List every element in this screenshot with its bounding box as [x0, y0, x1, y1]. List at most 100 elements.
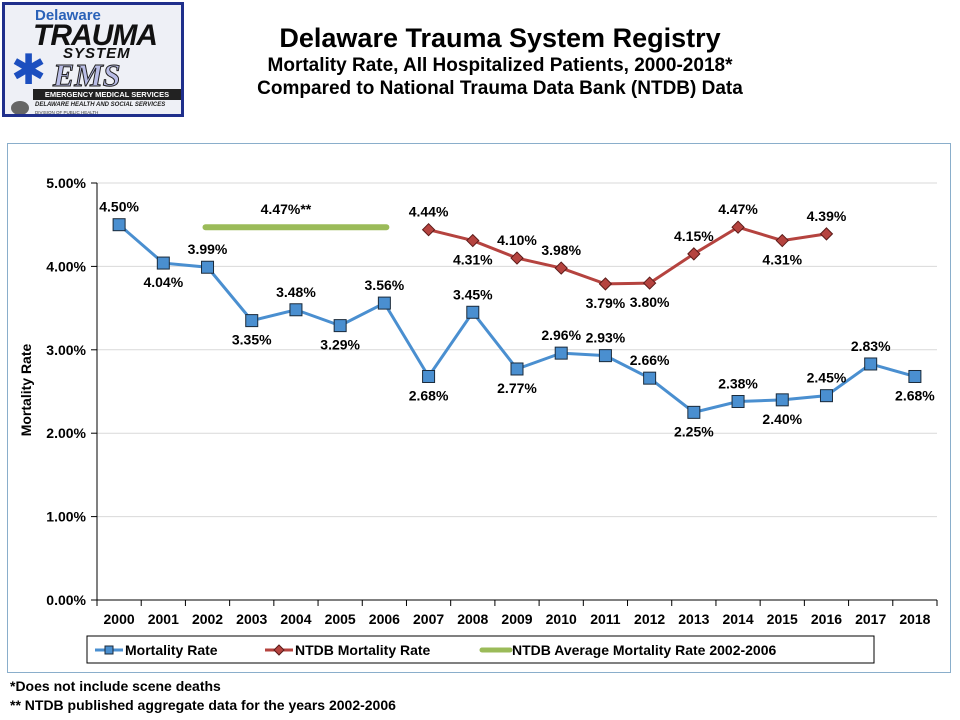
mortality-rate-marker [643, 371, 657, 385]
mortality-rate-marker [554, 346, 568, 360]
mortality-rate-marker [598, 349, 612, 363]
y-tick-label: 2.00% [46, 425, 86, 441]
data-labels: 4.47%** 4.50% 4.04% 3.99% 3.35% 3.48% 3.29% 3.5… [99, 199, 935, 440]
mortality-rate-marker [245, 314, 259, 328]
page-subtitle-2: Compared to National Trauma Data Bank (N… [257, 78, 743, 99]
mortality-rate-data-label: 2.96% [541, 327, 581, 343]
y-tick-label: 4.00% [46, 258, 86, 274]
logo-text-delaware: Delaware [35, 7, 101, 24]
y-tick-label: 3.00% [46, 342, 86, 358]
ntdb-mortality-rate-marker [687, 247, 701, 261]
ntdb-mortality-rate-marker [510, 251, 524, 265]
ntdb-mortality-rate-marker [421, 222, 436, 237]
legend-square-marker-icon [104, 645, 114, 655]
x-tick-label: 2007 [413, 611, 444, 627]
mortality-rate-marker [112, 218, 126, 232]
mortality-rate-data-label: 2.77% [497, 380, 537, 396]
star-of-life-icon: ✱ [11, 46, 47, 93]
x-tick-label: 2011 [590, 611, 621, 627]
ntdb-mortality-rate-data-label: 4.15% [674, 228, 714, 244]
y-tick-label: 5.00% [46, 175, 86, 191]
ntdb-mortality-rate-data-label: 4.31% [762, 252, 802, 268]
mortality-rate-marker [775, 393, 789, 407]
x-tick-label: 2014 [722, 611, 753, 627]
logo-text-ems: EMS [53, 57, 122, 94]
mortality-rate-data-label: 3.48% [276, 284, 316, 300]
legend-ntdb-mortality-rate: NTDB Mortality Rate [265, 642, 431, 658]
logo-text-emergency-medical-services: EMERGENCY MEDICAL SERVICES [33, 89, 181, 100]
ntdb-mortality-rate-data-label: 4.31% [453, 252, 493, 268]
ntdb-mortality-rate-marker [598, 277, 613, 291]
y-tick-labels: 0.00% 1.00% 2.00% 3.00% 4.00% 5.00% [46, 175, 86, 608]
ntdb-mortality-rate-marker [819, 227, 834, 241]
mortality-rate-data-label: 2.93% [586, 330, 626, 346]
ntdb-mortality-rate-data-label: 4.10% [497, 232, 537, 248]
mortality-rate-marker [422, 369, 436, 383]
logo-text-trauma: TRAUMA [33, 19, 158, 52]
chart-frame [7, 143, 951, 673]
logo-text-dhss: DELAWARE HEALTH AND SOCIAL SERVICES [35, 102, 166, 108]
chart-legend: Mortality Rate NTDB Mortality Rate NTDB Av… [86, 635, 875, 664]
legend-label: Mortality Rate [125, 642, 218, 658]
mortality-rate-marker [819, 389, 833, 403]
mortality-rate-data-label: 2.25% [674, 423, 714, 439]
x-tick-label: 2012 [634, 611, 665, 627]
y-tick-label: 1.00% [46, 509, 86, 525]
legend-mortality-rate: Mortality Rate [95, 642, 218, 658]
x-tick-label: 2002 [192, 611, 223, 627]
ntdb-average-annotation: 4.47%** [261, 201, 312, 217]
ntdb-mortality-rate-data-label: 3.79% [586, 295, 626, 311]
ntdb-mortality-rate-data-label: 4.44% [409, 204, 449, 220]
x-tick-label: 2010 [546, 611, 577, 627]
ntdb-mortality-rate-data-label: 3.98% [541, 242, 581, 258]
mortality-rate-marker [289, 303, 303, 317]
footnote-1: *Does not include scene deaths [10, 678, 221, 694]
x-tick-label: 2004 [280, 611, 311, 627]
mortality-rate-data-label: 2.68% [409, 387, 449, 403]
y-tick-label: 0.00% [46, 592, 86, 608]
ntdb-mortality-rate-data-label: 4.47% [718, 201, 758, 217]
legend-label: NTDB Average Mortality Rate 2002-2006 [512, 642, 777, 658]
ntdb-mortality-rate-marker [466, 233, 480, 248]
x-tick-label: 2013 [678, 611, 709, 627]
legend-ntdb-average: NTDB Average Mortality Rate 2002-2006 [479, 642, 777, 658]
mortality-rate-data-label: 2.83% [851, 338, 891, 354]
mortality-rate-data-label: 4.04% [143, 274, 183, 290]
mortality-rate-marker [687, 405, 701, 419]
mortality-rate-data-label: 3.45% [453, 286, 493, 302]
series-layer [112, 218, 922, 419]
mortality-rate-data-label: 2.66% [630, 352, 670, 368]
mortality-rate-data-label: 2.68% [895, 387, 935, 403]
x-tick-label: 2006 [369, 611, 400, 627]
mortality-rate-marker [156, 256, 170, 270]
x-tick-label: 2001 [148, 611, 179, 627]
ntdb-mortality-rate-marker [731, 220, 745, 234]
mortality-rate-data-label: 2.40% [762, 411, 802, 427]
mortality-rate-marker [731, 395, 745, 409]
logo-text-division: DIVISION OF PUBLIC HEALTH [35, 110, 99, 115]
x-tick-label: 2015 [767, 611, 798, 627]
x-tick-label: 2016 [811, 611, 842, 627]
ntdb-mortality-rate-data-label: 3.80% [630, 294, 670, 310]
mortality-rate-marker [510, 362, 524, 376]
mortality-rate-data-label: 2.45% [807, 370, 847, 386]
mortality-rate-marker [377, 296, 391, 310]
x-tick-label: 2000 [104, 611, 135, 627]
mortality-rate-data-label: 4.50% [99, 199, 139, 215]
dhss-seal-icon [11, 101, 29, 114]
x-tick-label: 2017 [855, 611, 886, 627]
mortality-rate-data-label: 3.35% [232, 332, 272, 348]
page-header: Delaware Trauma System Registry Mortalit… [190, 22, 810, 100]
mortality-rate-marker [908, 369, 922, 383]
mortality-rate-marker [864, 357, 878, 371]
ntdb-mortality-rate-data-label: 4.39% [807, 208, 847, 224]
legend-diamond-marker-icon [273, 644, 285, 656]
x-tick-label: 2005 [325, 611, 356, 627]
mortality-rate-marker [466, 305, 480, 319]
ntdb-mortality-rate-marker [642, 276, 657, 290]
mortality-rate-data-label: 2.38% [718, 376, 758, 392]
mortality-rate-data-label: 3.99% [188, 241, 228, 257]
x-tick-label: 2009 [501, 611, 532, 627]
x-tick-label: 2018 [899, 611, 930, 627]
